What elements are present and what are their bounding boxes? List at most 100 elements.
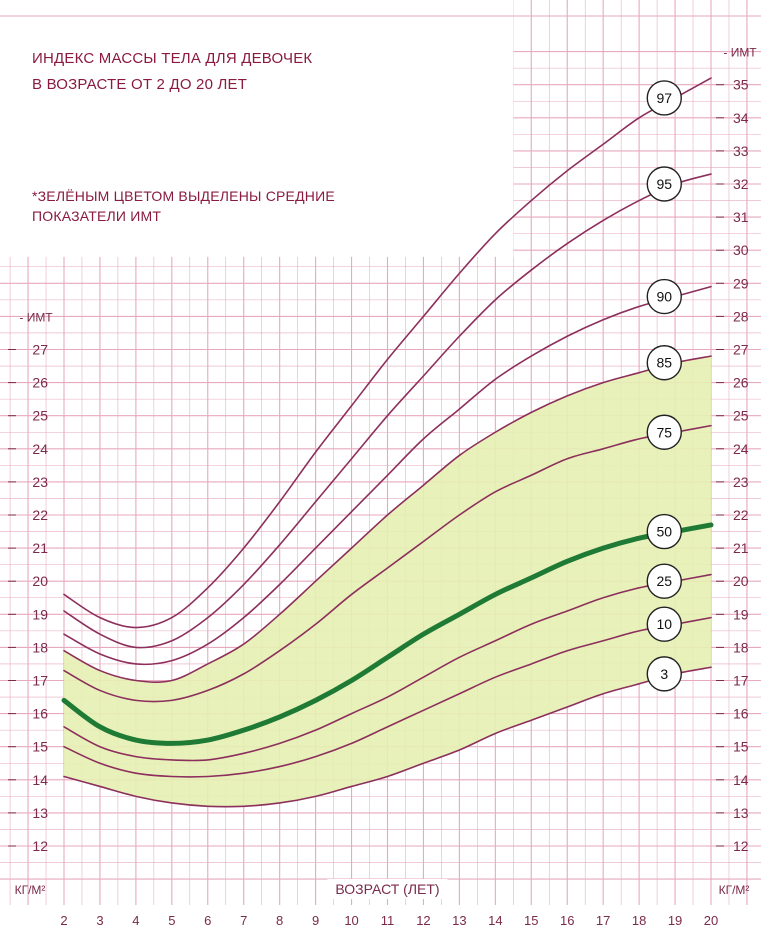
percentile-label-circle-25 xyxy=(646,563,682,599)
y-tick-left-24: 24 xyxy=(32,441,48,457)
y-tick-right-32: 32 xyxy=(733,176,749,192)
y-axis-label-top-right: - ИМТ xyxy=(723,46,757,60)
y-tick-right-21: 21 xyxy=(733,540,749,556)
y-tick-right-25: 25 xyxy=(733,408,749,424)
percentile-curve-50 xyxy=(61,522,714,746)
x-tick-10: 10 xyxy=(344,913,358,928)
percentile-curve-97 xyxy=(63,77,712,629)
percentile-label-circle-95 xyxy=(646,166,682,202)
percentile-label-97: 97 xyxy=(656,90,672,106)
y-tick-right-34: 34 xyxy=(733,110,749,126)
x-axis-label: ВОЗРАСТ (ЛЕТ) xyxy=(335,881,439,897)
y-tick-right-13: 13 xyxy=(733,805,749,821)
percentile-curve-10 xyxy=(63,616,712,778)
y-tick-right-12: 12 xyxy=(733,838,749,854)
percentile-curve-95 xyxy=(63,173,712,649)
x-tick-12: 12 xyxy=(416,913,430,928)
y-tick-left-27: 27 xyxy=(32,342,48,358)
y-tick-right-16: 16 xyxy=(733,706,749,722)
y-tick-right-23: 23 xyxy=(733,474,749,490)
y-axis-unit-left: КГ/М² xyxy=(15,883,46,897)
percentile-label-circle-90 xyxy=(646,278,682,315)
y-tick-right-17: 17 xyxy=(733,673,749,689)
y-tick-right-30: 30 xyxy=(733,242,749,258)
chart-title-line-1: ИНДЕКС МАССЫ ТЕЛА ДЛЯ ДЕВОЧЕК xyxy=(32,50,313,67)
x-tick-17: 17 xyxy=(596,913,610,928)
y-tick-right-15: 15 xyxy=(733,739,749,755)
y-tick-left-22: 22 xyxy=(32,507,48,523)
y-tick-left-26: 26 xyxy=(32,375,48,391)
y-tick-right-29: 29 xyxy=(733,275,749,291)
average-bmi-band xyxy=(64,356,711,807)
y-tick-left-14: 14 xyxy=(32,772,48,788)
y-axis-unit-right: КГ/М² xyxy=(719,883,750,897)
y-tick-left-15: 15 xyxy=(32,739,48,755)
y-tick-right-19: 19 xyxy=(733,606,749,622)
y-tick-right-24: 24 xyxy=(733,441,749,457)
x-tick-15: 15 xyxy=(524,913,538,928)
x-tick-13: 13 xyxy=(452,913,466,928)
percentile-label-95: 95 xyxy=(656,176,672,192)
percentile-label-circle-75 xyxy=(646,414,682,450)
x-tick-11: 11 xyxy=(381,913,395,928)
x-tick-18: 18 xyxy=(632,913,646,928)
x-tick-8: 8 xyxy=(276,913,283,928)
percentile-label-circle-10 xyxy=(646,606,682,642)
chart-title-line-2: В ВОЗРАСТЕ ОТ 2 ДО 20 ЛЕТ xyxy=(32,76,248,93)
x-tick-4: 4 xyxy=(132,913,139,928)
percentile-curve-85 xyxy=(63,355,712,683)
percentile-label-circle-97 xyxy=(646,80,682,116)
percentile-label-circle-50 xyxy=(646,513,682,550)
y-tick-left-16: 16 xyxy=(32,706,48,722)
x-tick-20: 20 xyxy=(704,913,718,928)
x-tick-5: 5 xyxy=(168,913,175,928)
x-tick-19: 19 xyxy=(668,913,682,928)
y-tick-right-33: 33 xyxy=(733,143,749,159)
y-tick-left-18: 18 xyxy=(32,639,48,655)
chart-title: ИНДЕКС МАССЫ ТЕЛА ДЛЯ ДЕВОЧЕК В ВОЗРАСТЕ… xyxy=(32,46,312,98)
y-tick-left-13: 13 xyxy=(32,805,48,821)
percentile-curve-90 xyxy=(63,285,712,666)
percentile-curve-75 xyxy=(63,424,712,703)
y-axis-label-top-left: - ИМТ xyxy=(19,310,53,324)
y-tick-left-12: 12 xyxy=(32,838,48,854)
x-tick-2: 2 xyxy=(60,913,67,928)
y-tick-right-27: 27 xyxy=(733,342,749,358)
y-tick-right-31: 31 xyxy=(733,209,749,225)
x-axis-label-bg xyxy=(327,879,448,899)
percentile-label-25: 25 xyxy=(656,573,672,589)
percentile-label-3: 3 xyxy=(660,666,668,682)
percentile-label-75: 75 xyxy=(656,424,672,440)
y-tick-right-18: 18 xyxy=(733,639,749,655)
y-tick-left-19: 19 xyxy=(32,606,48,622)
percentile-label-50: 50 xyxy=(656,524,672,540)
percentile-label-circle-3 xyxy=(646,656,682,692)
y-tick-left-23: 23 xyxy=(32,474,48,490)
x-tick-14: 14 xyxy=(488,913,502,928)
x-tick-7: 7 xyxy=(240,913,247,928)
percentile-label-85: 85 xyxy=(656,355,672,371)
x-tick-3: 3 xyxy=(96,913,103,928)
percentile-label-90: 90 xyxy=(656,289,672,305)
percentile-label-10: 10 xyxy=(656,616,672,632)
x-tick-9: 9 xyxy=(312,913,319,928)
y-tick-left-21: 21 xyxy=(32,540,48,556)
chart-note-line-2: ПОКАЗАТЕЛИ ИМТ xyxy=(32,208,162,224)
y-tick-left-20: 20 xyxy=(32,573,48,589)
y-tick-right-20: 20 xyxy=(733,573,749,589)
y-tick-right-35: 35 xyxy=(733,77,749,93)
y-tick-left-17: 17 xyxy=(32,673,48,689)
y-tick-right-28: 28 xyxy=(733,308,749,324)
percentile-curve-3 xyxy=(63,666,712,808)
chart-note-line-1: *ЗЕЛЁНЫМ ЦВЕТОМ ВЫДЕЛЕНЫ СРЕДНИЕ xyxy=(32,188,335,204)
y-tick-right-14: 14 xyxy=(733,772,749,788)
x-tick-6: 6 xyxy=(204,913,211,928)
chart-note: *ЗЕЛЁНЫМ ЦВЕТОМ ВЫДЕЛЕНЫ СРЕДНИЕ ПОКАЗАТ… xyxy=(32,186,335,226)
x-tick-16: 16 xyxy=(560,913,574,928)
y-tick-left-25: 25 xyxy=(32,408,48,424)
title-panel xyxy=(0,0,514,257)
y-tick-right-26: 26 xyxy=(733,375,749,391)
percentile-label-circle-85 xyxy=(646,345,682,381)
